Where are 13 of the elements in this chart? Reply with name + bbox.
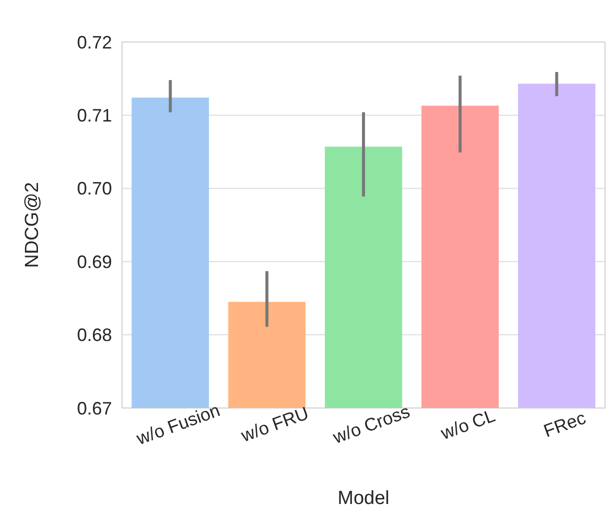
x-axis-title: Model <box>338 488 390 509</box>
y-tick-label: 0.68 <box>76 325 112 346</box>
x-tick-label: w/o FRU <box>238 402 312 446</box>
x-tick-label: w/o Fusion <box>132 400 223 449</box>
y-axis-title: NDCG@2 <box>22 182 43 268</box>
y-tick-label: 0.67 <box>76 398 112 418</box>
y-tick-label: 0.71 <box>76 106 112 126</box>
y-tick-label: 0.69 <box>76 252 112 272</box>
y-tick-label: 0.72 <box>76 32 112 52</box>
x-tick-label: FRec <box>541 408 588 442</box>
x-tick-label: w/o Cross <box>329 401 412 448</box>
y-tick-label: 0.70 <box>76 178 112 199</box>
x-tick-label: w/o CL <box>437 405 498 444</box>
